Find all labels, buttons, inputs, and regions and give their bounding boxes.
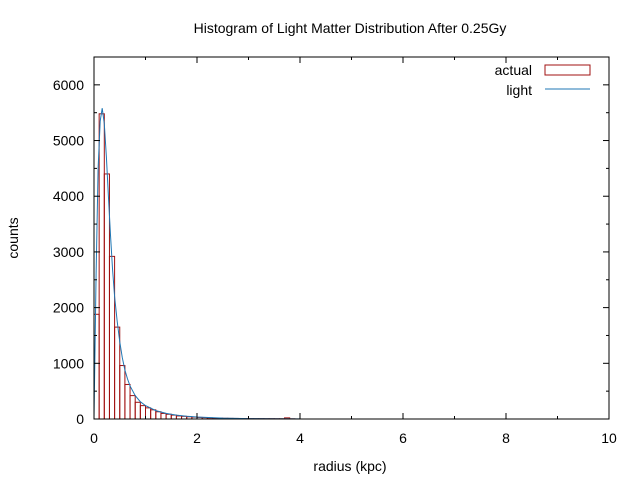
legend-label-actual: actual [495,62,532,78]
x-tick-label: 4 [296,430,304,446]
x-axis: 0 2 4 6 8 10 [90,57,617,446]
y-axis-label: counts [5,217,21,258]
x-tick-label: 10 [601,430,617,446]
y-tick-label: 0 [76,411,84,427]
histogram-bar [114,326,121,420]
y-tick-label: 3000 [53,244,84,260]
plot-frame [93,56,610,420]
histogram-bar [145,407,152,420]
light-series-line [93,108,301,420]
y-tick-label: 5000 [53,133,84,149]
histogram-bar [170,414,177,420]
histogram-bar [165,413,172,420]
x-tick-label: 0 [90,430,98,446]
x-tick-label: 2 [193,430,201,446]
chart-title: Histogram of Light Matter Distribution A… [194,20,507,36]
y-tick-label: 1000 [53,355,84,371]
histogram-bar [124,383,131,420]
legend: actual light [495,62,591,98]
y-axis: 0 1000 2000 3000 4000 5000 6000 [53,77,609,427]
histogram-bar [150,409,157,420]
legend-swatch-actual [544,64,591,76]
x-tick-label: 6 [399,430,407,446]
y-tick-label: 4000 [53,188,84,204]
x-tick-label: 8 [502,430,510,446]
legend-label-light: light [506,82,532,98]
histogram-bar [155,411,162,420]
x-axis-label: radius (kpc) [313,458,386,474]
y-tick-label: 2000 [53,300,84,316]
histogram-bar [98,113,105,420]
y-tick-label: 6000 [53,77,84,93]
histogram-bar [119,365,126,420]
actual-bars [93,113,296,420]
histogram-bar [160,412,167,420]
histogram-bar [139,405,147,420]
histogram-bar [103,173,110,420]
histogram-bar [129,395,136,420]
histogram-bar [134,401,141,420]
